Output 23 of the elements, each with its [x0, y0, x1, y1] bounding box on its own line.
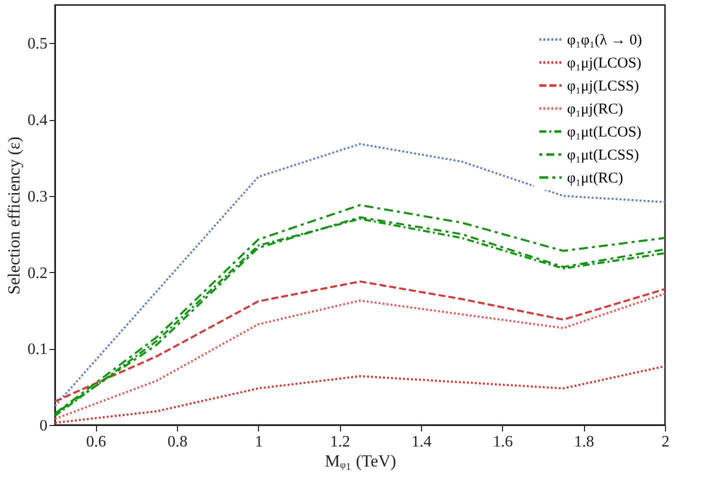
x-tick-label: 0.8: [168, 434, 188, 450]
y-tick-label: 0.4: [28, 112, 48, 130]
x-tick-label: 2: [662, 434, 670, 450]
legend-label: φ₁μt(RC): [567, 170, 624, 186]
y-tick-label: 0.5: [28, 36, 48, 53]
legend-label: φ₁μj(LCOS): [567, 56, 642, 72]
legend-label: φ₁μj(RC): [567, 102, 624, 118]
x-tick-label: 1.6: [492, 434, 513, 450]
y-tick-label: 0.2: [28, 264, 48, 282]
x-tick-label: 0.6: [86, 434, 106, 450]
y-tick-label: 0: [40, 418, 48, 434]
legend-label: φ₁φ₁(λ → 0): [567, 32, 642, 48]
x-tick-label: 1.2: [330, 434, 350, 450]
y-axis-title: Selection efficiency (ε): [4, 136, 24, 294]
x-axis-title: Mᵩ₁ (TeV): [324, 452, 396, 470]
legend-label: φ₁μj(LCSS): [567, 78, 639, 94]
x-tick-label: 1.8: [574, 434, 594, 450]
x-tick-label: 1.4: [412, 434, 432, 450]
legend-label: φ₁μt(LCSS): [567, 148, 639, 164]
x-tick-label: 1: [254, 434, 263, 450]
y-tick-label: 0.1: [28, 341, 48, 358]
legend-label: φ₁μt(LCOS): [567, 124, 642, 140]
y-tick-label: 0.3: [28, 188, 48, 206]
